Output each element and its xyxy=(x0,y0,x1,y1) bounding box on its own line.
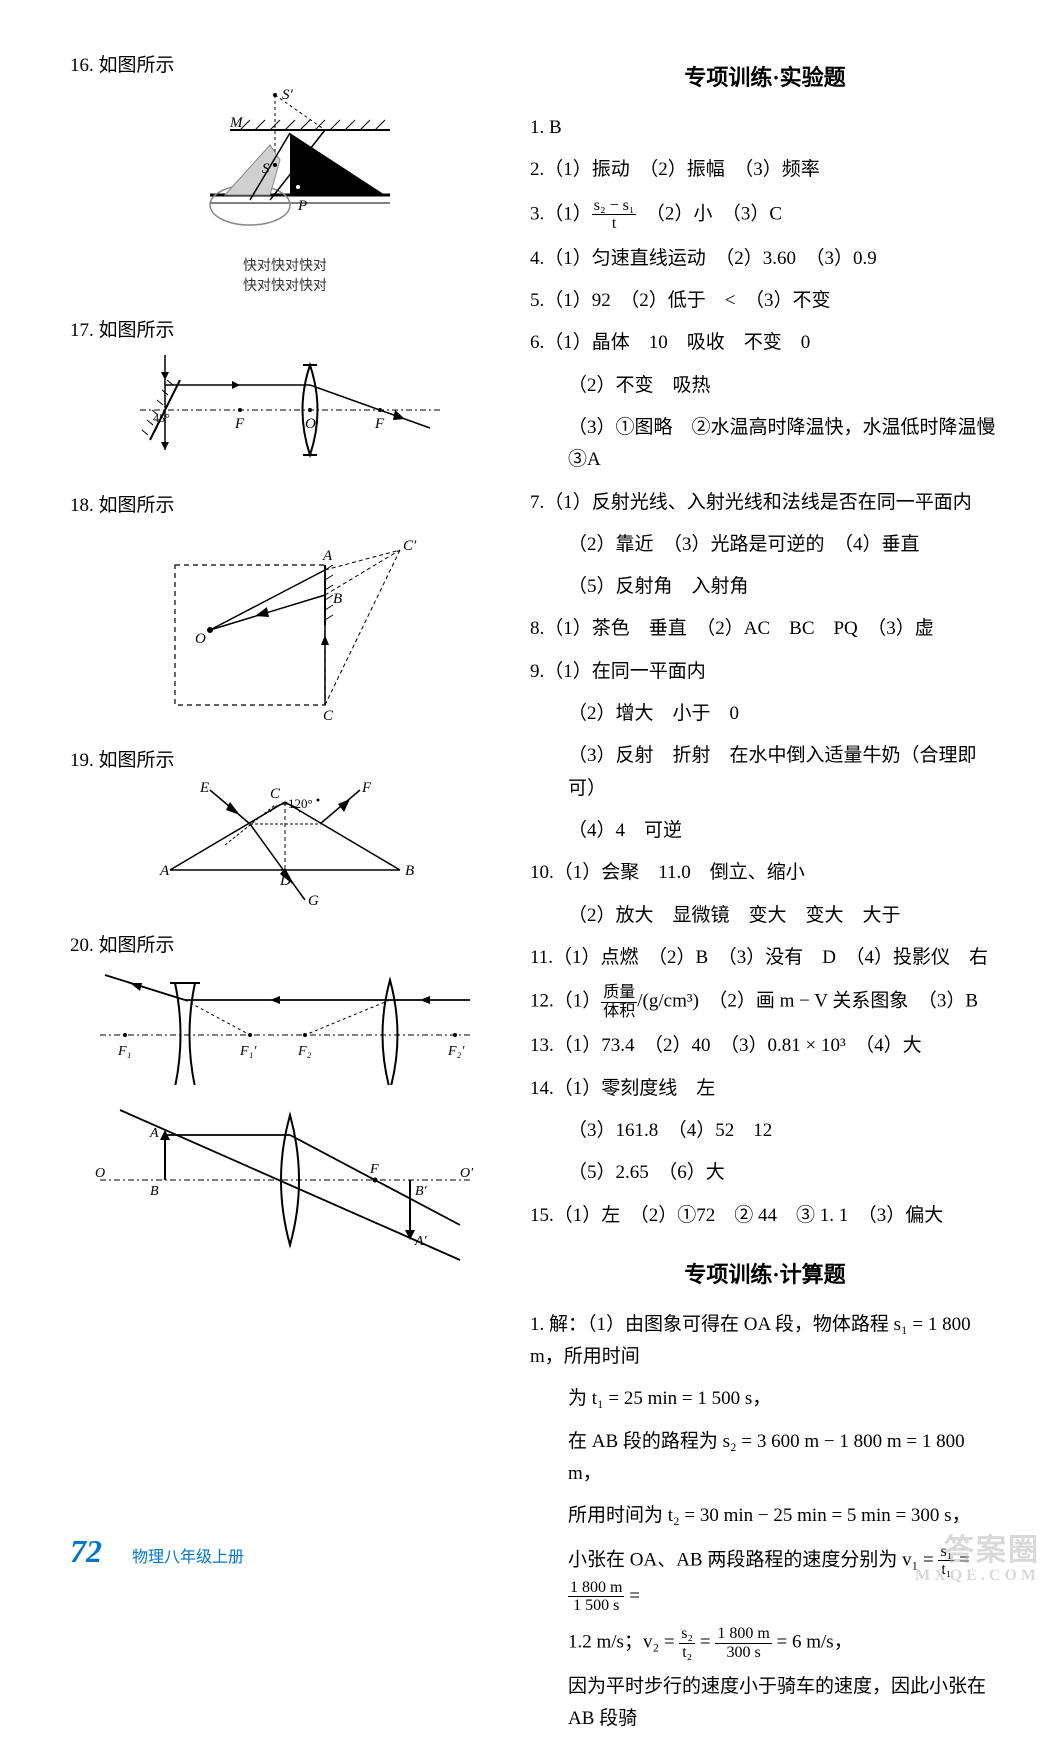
answer-line: 12.（1）质量体积/(g/cm³) （2）画 m − V 关系图象 （3）B xyxy=(530,984,1000,1020)
right-column: 专项训练·实验题 1. B 2.（1）振动 （2）振幅 （3）频率 3.（1）s₂ … xyxy=(530,50,1000,1746)
left-column: 16. 如图所示 S′ M xyxy=(70,50,500,1746)
label-A19: A xyxy=(159,863,170,879)
label-A20: A xyxy=(149,1126,159,1141)
answer-line: （2）增大 小于 0 xyxy=(530,698,1000,730)
figure-20b: O O′ A B F B′ A′ xyxy=(70,1105,500,1265)
answer-line: 4.（1）匀速直线运动 （2）3.60 （3）0.9 xyxy=(530,243,1000,275)
answer-line: （5）反射角 入射角 xyxy=(530,571,1000,603)
answer-line: 2.（1）振动 （2）振幅 （3）频率 xyxy=(530,154,1000,186)
answer-line: 11.（1）点燃 （2）B （3）没有 D （4）投影仪 右 xyxy=(530,942,1000,974)
label-Op20: O′ xyxy=(460,1166,474,1181)
answer-line: （5）2.65 （6）大 xyxy=(530,1157,1000,1189)
item-18-label: 18. 如图所示 xyxy=(70,490,500,517)
book-title: 物理八年级上册 xyxy=(132,1543,244,1567)
item-19-label: 19. 如图所示 xyxy=(70,745,500,772)
label-O: O xyxy=(305,416,316,432)
answer-line: 15.（1）左 （2）①72 ② 44 ③ 1. 1 （3）偏大 xyxy=(530,1200,1000,1232)
answer-line: （3）①图略 ②水温高时降温快，水温低时降温慢 ③A xyxy=(530,412,1000,477)
item-20-label: 20. 如图所示 xyxy=(70,930,500,957)
label-Cprime: C′ xyxy=(403,538,417,554)
label-B18: B xyxy=(333,591,342,607)
answer-line: （4）4 可逆 xyxy=(530,815,1000,847)
solution-line: 1. 解：（1）由图象可得在 OA 段，物体路程 s₁ = 1 800 m，所用… xyxy=(530,1309,1000,1374)
label-F2: F₂ xyxy=(297,1044,312,1059)
label-A18: A xyxy=(322,548,333,564)
item-17-label: 17. 如图所示 xyxy=(70,315,500,342)
label-F1: F₁ xyxy=(117,1044,131,1059)
figure-20a: F₁ F₁′ F₂ F₂′ xyxy=(70,965,500,1085)
label-C19: C xyxy=(270,786,281,802)
answer-line: （2）不变 吸热 xyxy=(530,370,1000,402)
answer-line: 8.（1）茶色 垂直 （2）AC BC PQ （3）虚 xyxy=(530,613,1000,645)
solution-line: 因为平时步行的速度小于骑车的速度，因此小张在 AB 段骑 xyxy=(530,1671,1000,1736)
page-number: 72 xyxy=(70,1533,102,1570)
solution-line: 为 t₁ = 25 min = 1 500 s， xyxy=(530,1383,1000,1415)
answer-line: 6.（1）晶体 10 吸收 不变 0 xyxy=(530,327,1000,359)
answer-line: 14.（1）零刻度线 左 xyxy=(530,1073,1000,1105)
label-C18: C xyxy=(323,708,334,724)
answer-line: （2）靠近 （3）光路是可逆的 （4）垂直 xyxy=(530,529,1000,561)
answer-line: 7.（1）反射光线、入射光线和法线是否在同一平面内 xyxy=(530,487,1000,519)
label-F19: F xyxy=(361,780,372,796)
figure-16-caption: 快对快对快对 快对快对快对 xyxy=(70,255,500,295)
answers-list: 1. B 2.（1）振动 （2）振幅 （3）频率 3.（1）s₂ − s₁t （2）… xyxy=(530,112,1000,1232)
label-Ap20: A′ xyxy=(414,1234,428,1249)
label-F2p: F₂′ xyxy=(447,1044,465,1059)
section-title-calc: 专项训练·计算题 xyxy=(530,1257,1000,1289)
label-B19: B xyxy=(405,863,414,879)
label-M: M xyxy=(229,115,244,131)
label-Sprime: S′ xyxy=(282,87,294,103)
item-16-label: 16. 如图所示 xyxy=(70,50,500,77)
label-Bp20: B′ xyxy=(415,1184,428,1199)
solution-line: 1.2 m/s；v₂ = s₂t₂ = 1 800 m300 s = 6 m/s… xyxy=(530,1625,1000,1661)
answer-line: 1. B xyxy=(530,112,1000,144)
answer-line: （2）放大 显微镜 变大 变大 大于 xyxy=(530,900,1000,932)
label-O18: O xyxy=(195,631,206,647)
label-F20: F xyxy=(369,1162,379,1177)
page-footer: 72 物理八年级上册 xyxy=(70,1533,244,1570)
label-P: P xyxy=(297,198,307,214)
label-E19: E xyxy=(199,780,209,796)
answer-line: （3）161.8 （4）52 12 xyxy=(530,1115,1000,1147)
label-O20: O xyxy=(95,1166,105,1181)
solution-line: 在 AB 段的路程为 s₂ = 3 600 m − 1 800 m = 1 80… xyxy=(530,1426,1000,1491)
label-angle45: 45° xyxy=(153,411,170,425)
answer-line: 13.（1）73.4 （2）40 （3）0.81 × 10³ （4）大 xyxy=(530,1030,1000,1062)
figure-18: O A C B C′ xyxy=(70,525,500,725)
answer-line: 5.（1）92 （2）低于 < （3）不变 xyxy=(530,285,1000,317)
answer-line: 3.（1）s₂ − s₁t （2）小 （3）C xyxy=(530,197,1000,233)
figure-19: A B C 120° D E F xyxy=(70,780,500,910)
label-F1p: F₁′ xyxy=(239,1044,257,1059)
section-title-experiments: 专项训练·实验题 xyxy=(530,60,1000,92)
solution-1: 1. 解：（1）由图象可得在 OA 段，物体路程 s₁ = 1 800 m，所用… xyxy=(530,1309,1000,1736)
answer-line: 9.（1）在同一平面内 xyxy=(530,656,1000,688)
figure-16: S′ M S P xyxy=(70,85,500,295)
label-F-right: F xyxy=(374,416,385,432)
watermark: 答案圈 MXQE.COM xyxy=(915,1534,1040,1585)
label-G19: G xyxy=(308,893,319,909)
answer-line: （3）反射 折射 在水中倒入适量牛奶（合理即可） xyxy=(530,740,1000,805)
figure-17: 45° F O F xyxy=(70,350,500,470)
solution-line: 所用时间为 t₂ = 30 min − 25 min = 5 min = 300… xyxy=(530,1500,1000,1532)
label-120: 120° xyxy=(288,796,313,811)
label-F-left: F xyxy=(234,416,245,432)
answer-line: 10.（1）会聚 11.0 倒立、缩小 xyxy=(530,857,1000,889)
label-B20: B xyxy=(150,1184,159,1199)
